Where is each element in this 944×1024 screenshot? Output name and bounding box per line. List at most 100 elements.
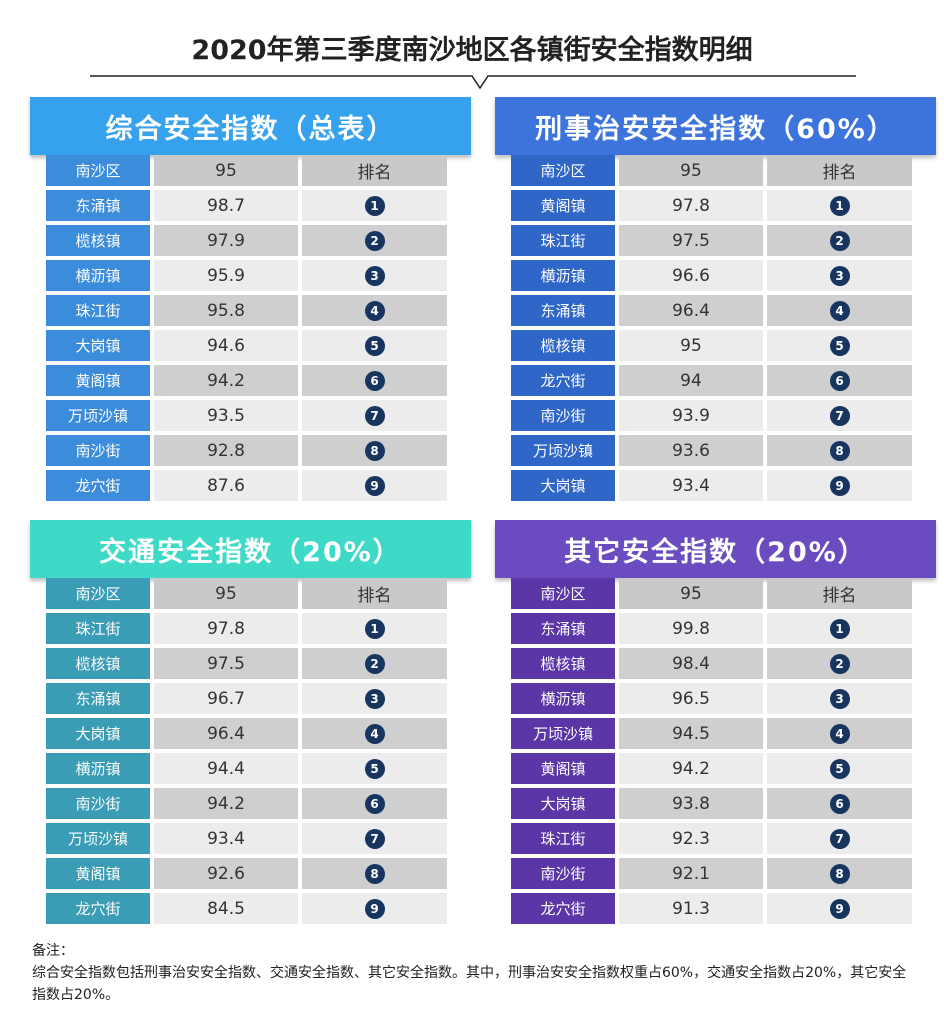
town-cell: 大岗镇	[511, 470, 615, 501]
score-cell: 98.7	[154, 190, 298, 221]
town-cell: 黄阁镇	[511, 753, 615, 784]
rank-header: 排名	[302, 155, 447, 186]
note-text: 综合安全指数包括刑事治安安全指数、交通安全指数、其它安全指数。其中，刑事治安安全…	[32, 965, 907, 1003]
rank-cell: 7	[767, 823, 912, 854]
rank-cell: 8	[767, 858, 912, 889]
town-cell: 大岗镇	[46, 718, 150, 749]
table-row: 南沙街 92.1 8	[511, 858, 920, 889]
rank-badge: 4	[364, 723, 385, 744]
rank-badge: 1	[829, 618, 850, 639]
score-cell: 93.8	[619, 788, 763, 819]
score-cell: 94.5	[619, 718, 763, 749]
score-cell: 96.5	[619, 683, 763, 714]
table-row: 东涌镇 98.7 1	[46, 190, 455, 221]
table-row: 东涌镇 96.7 3	[46, 683, 455, 714]
table-row: 珠江街 92.3 7	[511, 823, 920, 854]
title-rule	[90, 75, 856, 90]
rank-cell: 6	[302, 788, 447, 819]
table-row: 横沥镇 95.9 3	[46, 260, 455, 291]
score-cell: 95	[154, 578, 298, 609]
score-cell: 93.5	[154, 400, 298, 431]
panel-title: 综合安全指数（总表）	[30, 97, 471, 155]
table-row: 珠江街 95.8 4	[46, 295, 455, 326]
score-cell: 93.9	[619, 400, 763, 431]
rank-badge: 7	[829, 405, 850, 426]
table-row: 榄核镇 97.5 2	[46, 648, 455, 679]
score-cell: 93.6	[619, 435, 763, 466]
rank-badge: 2	[364, 653, 385, 674]
rank-badge: 7	[364, 828, 385, 849]
score-cell: 94.4	[154, 753, 298, 784]
table-row: 大岗镇 94.6 5	[46, 330, 455, 361]
table-row: 南沙街 92.8 8	[46, 435, 455, 466]
rank-badge: 4	[829, 723, 850, 744]
rank-cell: 3	[767, 260, 912, 291]
rank-cell: 3	[302, 683, 447, 714]
score-cell: 92.3	[619, 823, 763, 854]
panel: 交通安全指数（20%） 南沙区 95 排名 珠江街 97.8 1 榄核镇 97.5 2 东涌镇 96.…	[30, 520, 471, 924]
rank-cell: 9	[767, 893, 912, 924]
table-row: 万顷沙镇 93.6 8	[511, 435, 920, 466]
town-cell: 榄核镇	[46, 648, 150, 679]
table-row: 万顷沙镇 93.4 7	[46, 823, 455, 854]
rank-cell: 5	[302, 330, 447, 361]
rank-cell: 4	[767, 718, 912, 749]
score-cell: 84.5	[154, 893, 298, 924]
town-cell: 榄核镇	[46, 225, 150, 256]
town-cell: 南沙区	[46, 155, 150, 186]
rank-badge: 6	[829, 793, 850, 814]
score-cell: 97.8	[154, 613, 298, 644]
table-row: 大岗镇 93.8 6	[511, 788, 920, 819]
town-cell: 东涌镇	[511, 613, 615, 644]
rank-cell: 3	[302, 260, 447, 291]
rank-badge: 5	[829, 758, 850, 779]
table-row: 龙穴街 87.6 9	[46, 470, 455, 501]
rank-cell: 8	[302, 858, 447, 889]
panel-title: 刑事治安安全指数（60%）	[495, 97, 936, 155]
rank-cell: 6	[302, 365, 447, 396]
rank-badge: 7	[364, 405, 385, 426]
town-cell: 大岗镇	[511, 788, 615, 819]
score-cell: 95	[154, 155, 298, 186]
rank-cell: 2	[302, 225, 447, 256]
table-row: 东涌镇 96.4 4	[511, 295, 920, 326]
town-cell: 龙穴街	[511, 365, 615, 396]
score-cell: 96.6	[619, 260, 763, 291]
score-cell: 94.6	[154, 330, 298, 361]
rank-badge: 1	[829, 195, 850, 216]
town-cell: 珠江街	[511, 225, 615, 256]
score-cell: 95	[619, 330, 763, 361]
town-cell: 万顷沙镇	[511, 718, 615, 749]
table-row: 南沙街 94.2 6	[46, 788, 455, 819]
table-row: 黄阁镇 94.2 5	[511, 753, 920, 784]
town-cell: 龙穴街	[511, 893, 615, 924]
town-cell: 黄阁镇	[46, 365, 150, 396]
table-row: 榄核镇 97.9 2	[46, 225, 455, 256]
score-cell: 93.4	[154, 823, 298, 854]
rank-badge: 5	[364, 335, 385, 356]
score-cell: 92.1	[619, 858, 763, 889]
score-cell: 97.8	[619, 190, 763, 221]
score-cell: 97.5	[619, 225, 763, 256]
rank-cell: 2	[302, 648, 447, 679]
town-cell: 珠江街	[46, 613, 150, 644]
rank-badge: 8	[364, 863, 385, 884]
rank-badge: 2	[829, 230, 850, 251]
header-row: 南沙区 95 排名	[511, 578, 920, 609]
header-row: 南沙区 95 排名	[46, 578, 455, 609]
rank-cell: 5	[767, 753, 912, 784]
rank-badge: 3	[829, 265, 850, 286]
town-cell: 万顷沙镇	[46, 823, 150, 854]
rank-badge: 8	[829, 863, 850, 884]
rank-header: 排名	[767, 578, 912, 609]
score-cell: 92.8	[154, 435, 298, 466]
town-cell: 黄阁镇	[46, 858, 150, 889]
table-row: 万顷沙镇 93.5 7	[46, 400, 455, 431]
rank-cell: 7	[767, 400, 912, 431]
rank-badge: 9	[829, 475, 850, 496]
rank-badge: 8	[829, 440, 850, 461]
rank-cell: 5	[767, 330, 912, 361]
rank-cell: 2	[767, 225, 912, 256]
rank-badge: 3	[829, 688, 850, 709]
table-row: 榄核镇 95 5	[511, 330, 920, 361]
